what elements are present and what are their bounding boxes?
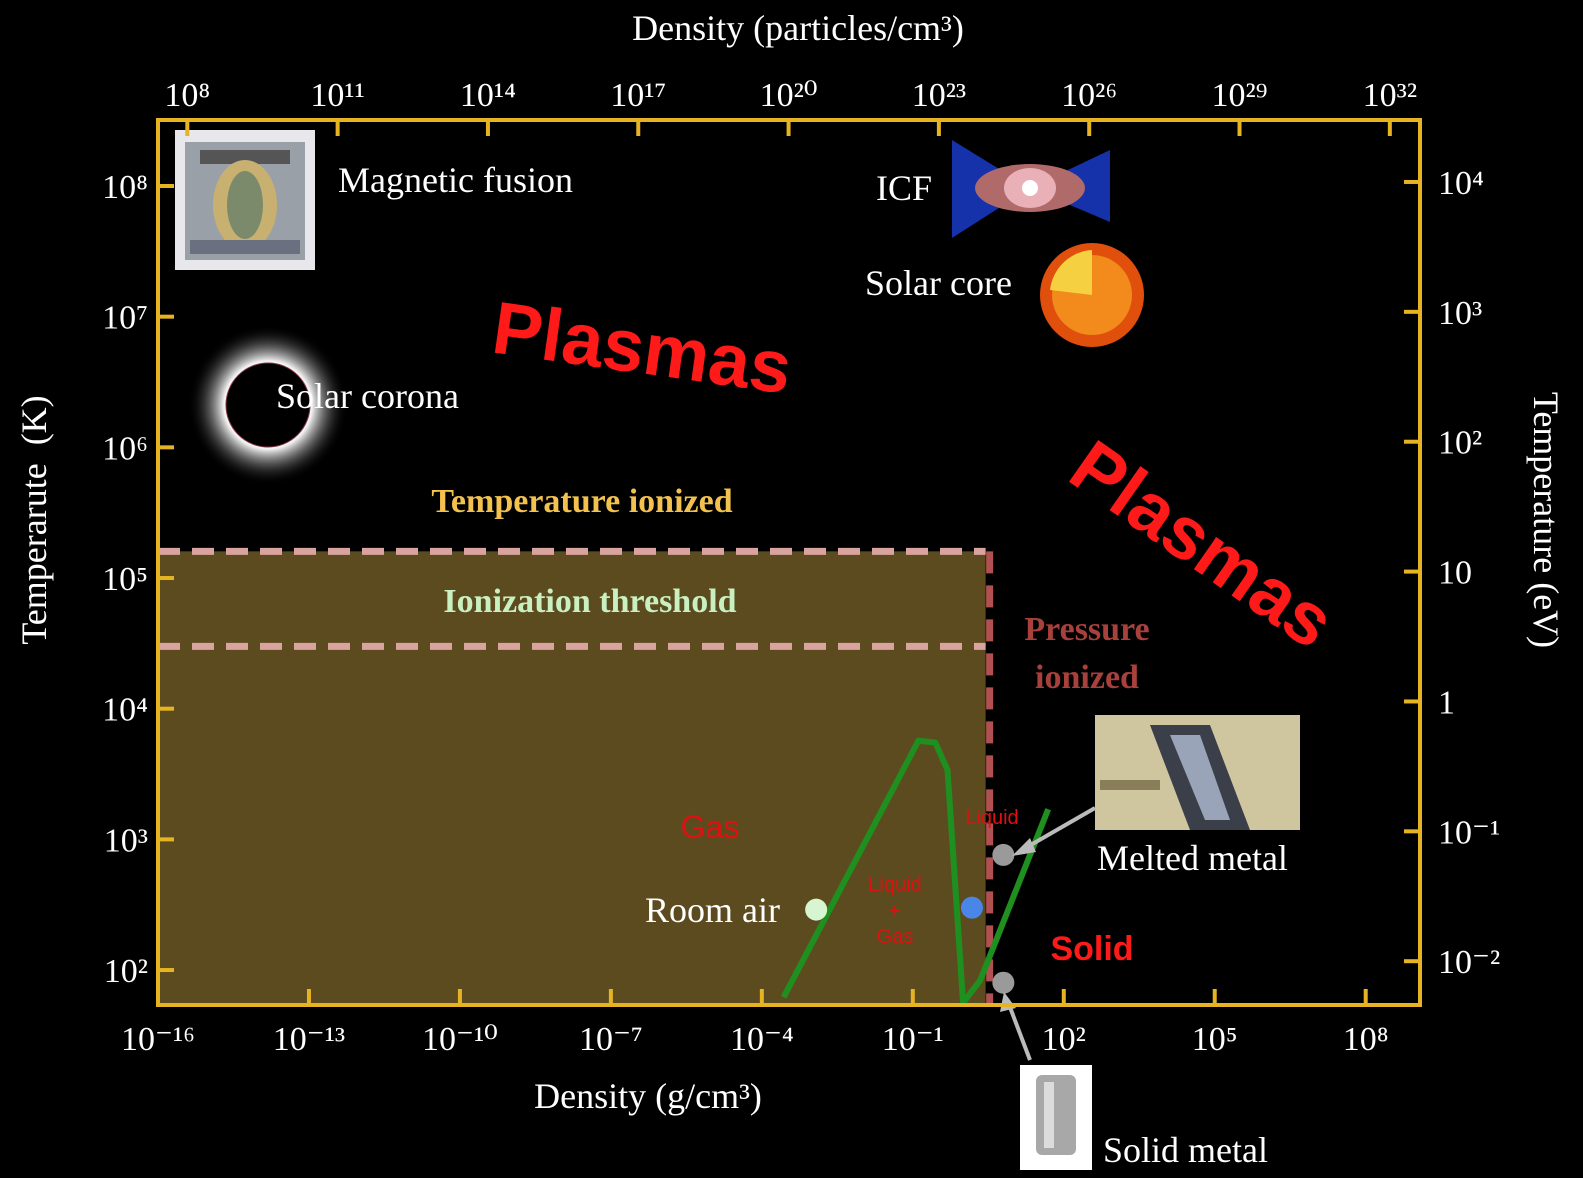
x-tick-label: 10⁸ [1343, 1021, 1389, 1058]
annotation: Magnetic fusion [338, 160, 573, 200]
x2-tick-label: 10¹⁴ [460, 77, 516, 114]
data-point [992, 971, 1015, 994]
axis-layer: 10⁻¹⁶ 10⁻¹³ 10⁻¹⁰ 10⁻⁷ 10⁻⁴ 10⁻¹ 10² 10⁵ 10⁸ 10⁸ 1… [102, 77, 1500, 1058]
y2-tick-label: 10 [1438, 555, 1472, 592]
x-tick-label: 10⁻⁷ [579, 1021, 643, 1058]
x2-tick-label: 10²⁹ [1211, 77, 1267, 114]
x2-tick-label: 10¹⁷ [610, 77, 666, 114]
icf-image [952, 140, 1110, 238]
x-tick-label: 10⁻⁴ [730, 1021, 794, 1058]
y2-tick-label: 10⁻² [1438, 944, 1500, 981]
bottom-axis-title: Density (g/cm³) [534, 1076, 762, 1116]
plot-layer [158, 547, 1051, 1006]
liquid-gas-region [158, 551, 986, 1005]
left-axis-title: Temperarute (K) [14, 395, 54, 644]
x-tick-label: 10⁵ [1192, 1021, 1238, 1058]
y2-tick-label: 10⁻¹ [1438, 814, 1500, 851]
annotation: Liquid [868, 874, 921, 896]
y-tick-label: 10⁷ [102, 300, 148, 337]
tokamak-image [175, 130, 315, 270]
melted-metal-image [1095, 715, 1300, 830]
annotation: ICF [876, 168, 932, 208]
annotation: Temperature ionized [431, 483, 732, 520]
data-point [960, 896, 983, 919]
x2-tick-label: 10²⁰ [760, 77, 818, 114]
x-tick-label: 10² [1042, 1021, 1086, 1058]
y-tick-label: 10⁴ [102, 692, 148, 729]
x2-tick-label: 10¹¹ [310, 77, 364, 114]
annotation: Melted metal [1097, 838, 1288, 878]
annotation: Gas [681, 809, 740, 845]
x-tick-label: 10⁻¹³ [273, 1021, 345, 1058]
y-tick-label: 10⁶ [102, 430, 148, 467]
annotation: ionized [1035, 659, 1139, 696]
solar-corona-image [188, 325, 348, 485]
y2-tick-label: 1 [1438, 684, 1455, 721]
x-tick-label: 10⁻¹⁰ [422, 1021, 498, 1058]
y-tick-label: 10² [104, 953, 148, 990]
y2-tick-label: 10³ [1438, 295, 1482, 332]
top-axis-title: Density (particles/cm³) [632, 8, 964, 48]
annotation: Solar corona [276, 376, 459, 416]
arrows [1000, 806, 1096, 1061]
x2-tick-label: 10³² [1363, 77, 1417, 114]
data-point [992, 843, 1015, 866]
right-axis-title: Temperature (eV) [1526, 392, 1566, 648]
annotation: Solid [1050, 930, 1133, 968]
annotation: Liquid [965, 807, 1018, 829]
data-point [805, 898, 828, 921]
annotation: Pressure [1024, 611, 1149, 648]
annotation: Solid metal [1103, 1130, 1268, 1170]
phase-curve [780, 737, 1051, 1006]
solid-metal-image [1020, 1065, 1092, 1170]
y2-tick-label: 10⁴ [1438, 165, 1484, 202]
x2-tick-label: 10²³ [912, 77, 966, 114]
y-tick-label: 10⁵ [102, 561, 148, 598]
annotation: + [889, 900, 901, 922]
annotation: Ionization threshold [443, 583, 736, 620]
annotation: Room air [645, 890, 780, 930]
solar-core-image [1040, 243, 1144, 347]
y-tick-label: 10⁸ [102, 169, 148, 206]
x2-tick-label: 10²⁶ [1061, 77, 1117, 114]
x2-tick-label: 10⁸ [164, 77, 210, 114]
annotation: Solar core [865, 263, 1012, 303]
y-tick-label: 10³ [104, 822, 148, 859]
y2-tick-label: 10² [1438, 425, 1482, 462]
x-tick-label: 10⁻¹⁶ [121, 1021, 195, 1058]
annotation: Gas [877, 926, 914, 948]
x-tick-label: 10⁻¹ [882, 1021, 944, 1058]
